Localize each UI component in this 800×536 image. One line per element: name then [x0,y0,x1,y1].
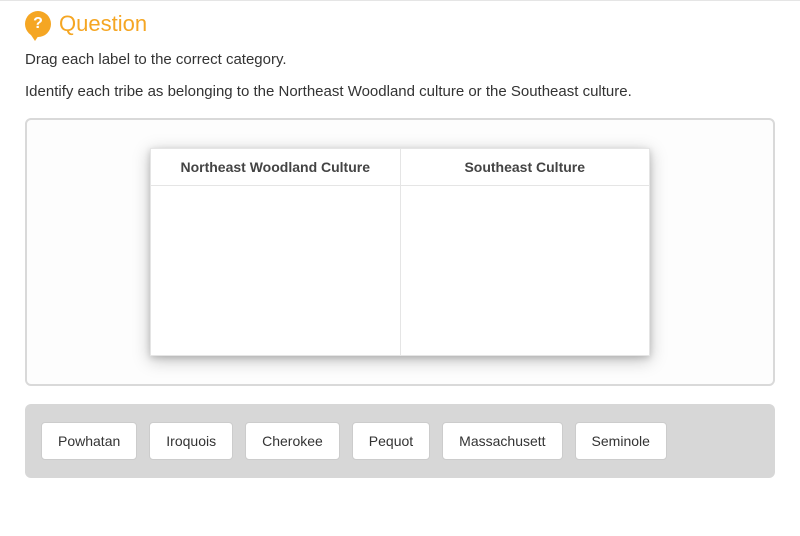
question-header: ? Question [25,11,775,37]
column-header-northeast: Northeast Woodland Culture [151,149,401,186]
category-table: Northeast Woodland Culture Southeast Cul… [150,148,650,356]
label-chip[interactable]: Powhatan [41,422,137,460]
labels-tray: Powhatan Iroquois Cherokee Pequot Massac… [25,404,775,478]
drop-zone-northeast[interactable] [151,186,401,356]
question-icon-wrap: ? [25,11,51,37]
instruction-line-2: Identify each tribe as belonging to the … [25,79,775,105]
question-mark-icon: ? [25,11,51,37]
instruction-line-1: Drag each label to the correct category. [25,47,775,73]
label-chip[interactable]: Massachusett [442,422,562,460]
label-chip[interactable]: Iroquois [149,422,233,460]
drop-zone-southeast[interactable] [400,186,650,356]
question-container: ? Question Drag each label to the correc… [0,0,800,478]
label-chip[interactable]: Pequot [352,422,430,460]
label-chip[interactable]: Seminole [575,422,667,460]
drop-zone-container: Northeast Woodland Culture Southeast Cul… [25,118,775,386]
column-header-southeast: Southeast Culture [400,149,650,186]
question-title: Question [59,11,147,37]
label-chip[interactable]: Cherokee [245,422,340,460]
